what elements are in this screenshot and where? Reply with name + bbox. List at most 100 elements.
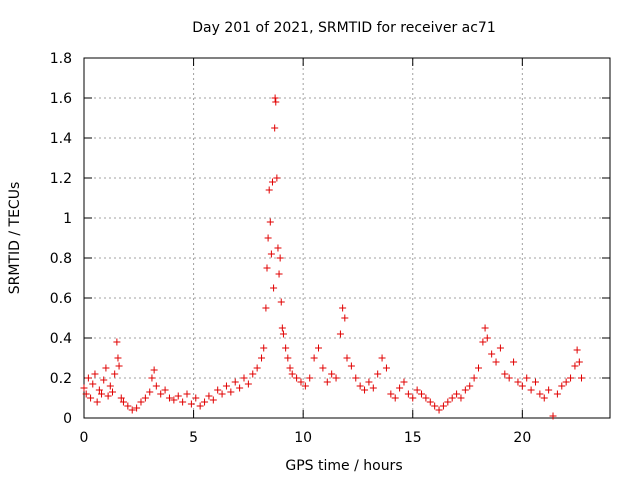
data-point bbox=[253, 364, 261, 372]
data-point bbox=[108, 388, 116, 396]
data-point bbox=[573, 346, 581, 354]
data-point bbox=[111, 370, 119, 378]
data-point bbox=[119, 398, 127, 406]
data-point bbox=[267, 250, 275, 258]
data-point bbox=[133, 404, 141, 412]
y-axis-label: SRMTID / TECUs bbox=[7, 182, 23, 295]
data-point bbox=[98, 390, 106, 398]
data-point bbox=[114, 354, 122, 362]
data-point bbox=[575, 358, 583, 366]
data-point bbox=[260, 344, 268, 352]
data-point bbox=[150, 366, 158, 374]
data-point bbox=[161, 386, 169, 394]
y-axis: 0 0.2 0.4 0.6 0.8 1 1.2 1.4 1.6 1.8 bbox=[50, 51, 610, 427]
data-point bbox=[265, 186, 273, 194]
x-tick-label: 10 bbox=[294, 430, 312, 446]
data-point bbox=[113, 338, 121, 346]
y-tick-label: 1 bbox=[63, 211, 72, 227]
data-point bbox=[87, 394, 95, 402]
x-tick-label: 15 bbox=[404, 430, 422, 446]
data-point bbox=[117, 394, 125, 402]
data-point bbox=[323, 378, 331, 386]
data-point bbox=[271, 94, 279, 102]
data-point bbox=[278, 324, 286, 332]
data-point bbox=[258, 354, 266, 362]
data-point bbox=[277, 298, 285, 306]
data-point bbox=[332, 374, 340, 382]
data-point bbox=[461, 386, 469, 394]
x-tick-label: 20 bbox=[513, 430, 531, 446]
data-point bbox=[218, 390, 226, 398]
data-point bbox=[146, 388, 154, 396]
data-point bbox=[264, 234, 272, 242]
data-point bbox=[492, 358, 500, 366]
data-point bbox=[214, 386, 222, 394]
data-point bbox=[187, 400, 195, 408]
data-point bbox=[100, 376, 108, 384]
data-point bbox=[104, 392, 112, 400]
data-point bbox=[231, 378, 239, 386]
data-point bbox=[365, 378, 373, 386]
data-point bbox=[275, 270, 283, 278]
data-point bbox=[553, 390, 561, 398]
y-tick-label: 1.2 bbox=[50, 171, 72, 187]
data-point bbox=[540, 394, 548, 402]
data-point bbox=[93, 398, 101, 406]
grid-lines bbox=[84, 58, 610, 418]
data-point bbox=[470, 374, 478, 382]
data-point bbox=[174, 392, 182, 400]
data-point bbox=[124, 402, 132, 410]
data-point bbox=[404, 390, 412, 398]
x-axis: 0 5 10 15 20 bbox=[80, 58, 531, 446]
data-point bbox=[488, 350, 496, 358]
data-point bbox=[266, 218, 274, 226]
x-tick-label: 0 bbox=[80, 430, 89, 446]
data-point bbox=[179, 398, 187, 406]
data-point bbox=[106, 382, 114, 390]
data-point bbox=[514, 378, 522, 386]
data-point bbox=[284, 354, 292, 362]
y-tick-label: 1.4 bbox=[50, 131, 72, 147]
data-point bbox=[201, 398, 209, 406]
data-point bbox=[196, 402, 204, 410]
data-point bbox=[510, 358, 518, 366]
data-point bbox=[545, 386, 553, 394]
data-point bbox=[571, 362, 579, 370]
y-tick-label: 0.4 bbox=[50, 331, 72, 347]
data-point bbox=[475, 364, 482, 372]
data-point bbox=[382, 364, 390, 372]
data-point bbox=[343, 354, 351, 362]
data-point bbox=[286, 364, 294, 372]
y-tick-label: 1.8 bbox=[50, 51, 72, 67]
data-point bbox=[578, 374, 586, 382]
data-point bbox=[341, 314, 349, 322]
data-point bbox=[137, 398, 145, 406]
data-point bbox=[536, 390, 544, 398]
x-tick-label: 5 bbox=[189, 430, 198, 446]
data-point bbox=[435, 406, 443, 414]
chart-title: Day 201 of 2021, SRMTID for receiver ac7… bbox=[192, 20, 496, 36]
data-point bbox=[483, 334, 491, 342]
data-point bbox=[82, 390, 90, 398]
data-point bbox=[152, 382, 160, 390]
y-tick-label: 0.2 bbox=[50, 371, 72, 387]
data-point bbox=[413, 386, 421, 394]
data-point bbox=[422, 394, 430, 402]
data-point bbox=[527, 386, 535, 394]
data-point bbox=[183, 390, 191, 398]
data-point bbox=[387, 390, 395, 398]
data-point bbox=[396, 384, 404, 392]
data-point bbox=[361, 386, 369, 394]
data-point bbox=[431, 402, 439, 410]
data-point bbox=[319, 364, 327, 372]
data-point bbox=[80, 384, 88, 392]
data-point bbox=[336, 330, 344, 338]
data-point bbox=[356, 382, 364, 390]
data-point bbox=[222, 382, 230, 390]
data-point bbox=[279, 330, 287, 338]
data-point bbox=[209, 396, 217, 404]
data-point bbox=[288, 370, 296, 378]
data-point bbox=[192, 394, 200, 402]
data-point bbox=[426, 398, 434, 406]
